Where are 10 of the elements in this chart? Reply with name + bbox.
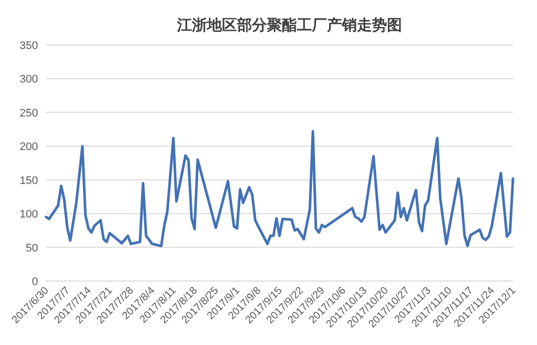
chart-title: 江浙地区部分聚酯工厂产销走势图 bbox=[176, 16, 402, 34]
y-tick-label: 150 bbox=[20, 174, 38, 187]
y-tick-label: 300 bbox=[20, 74, 38, 86]
y-tick-label: 50 bbox=[26, 242, 38, 254]
y-tick-label: 0 bbox=[32, 276, 38, 288]
line-series bbox=[44, 130, 514, 248]
y-tick-label: 100 bbox=[20, 208, 38, 221]
y-tick-label: 200 bbox=[20, 141, 38, 154]
y-tick-label: 350 bbox=[20, 40, 38, 52]
y-tick-label: 250 bbox=[20, 107, 38, 120]
